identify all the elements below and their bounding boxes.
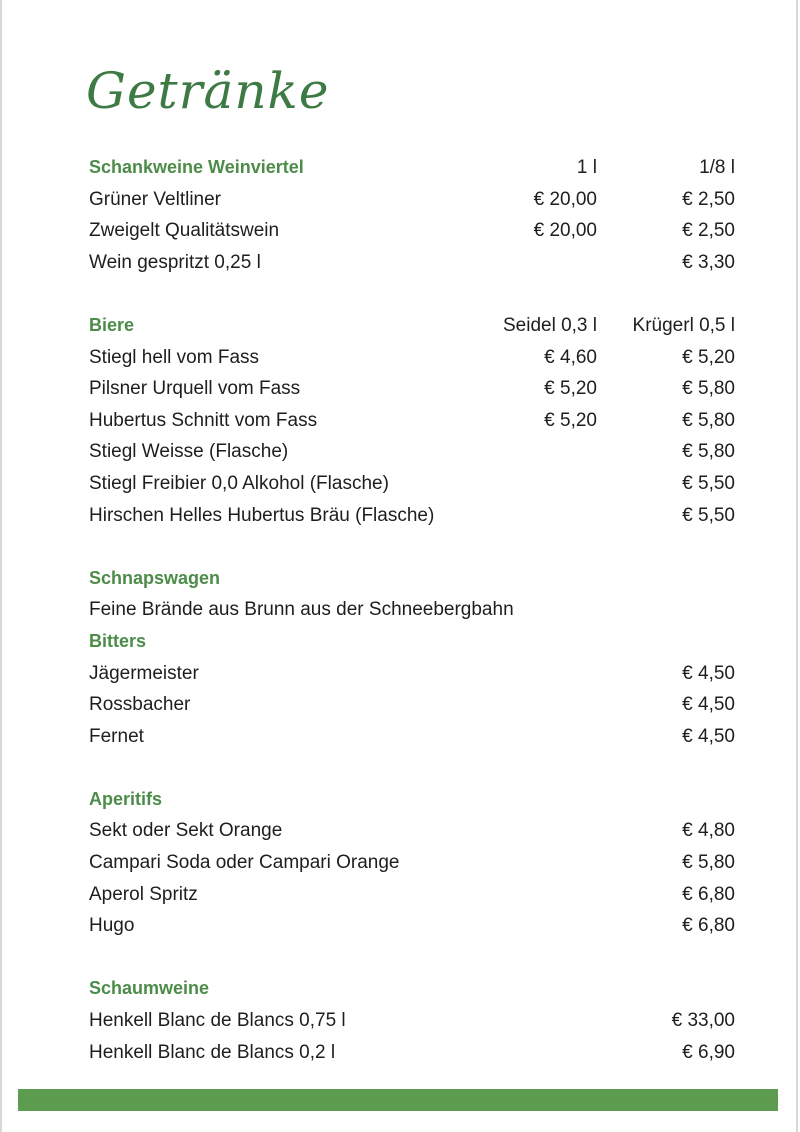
menu-item: Pilsner Urquell vom Fass € 5,20 € 5,80 [0,373,800,405]
section-heading: Biere Seidel 0,3 l Krügerl 0,5 l [0,310,800,342]
menu-item: Fernet € 4,50 [0,721,800,753]
price-col-2: € 6,80 [682,883,735,905]
item-name: Jägermeister [89,662,199,684]
price-col-1: € 4,60 [544,346,597,368]
footer-bar [18,1089,778,1111]
price-col-2: 1/8 l [699,157,735,178]
price-col-2: Krügerl 0,5 l [632,314,735,336]
price-col-2: € 4,50 [682,662,735,684]
page-title: Getränke [86,62,330,120]
price-col-2: € 2,50 [682,220,735,242]
item-name: Grüner Veltliner [89,188,222,210]
item-name: Feine Brände aus Brunn aus der Schneeber… [89,599,514,621]
menu-item: Feine Brände aus Brunn aus der Schneeber… [0,594,800,626]
drinks-menu: Schankweine Weinviertel 1 l 1/8 l Grüner Ve… [0,152,800,1068]
price-col-1: 1 l [576,157,597,178]
menu-item: Wein gespritzt 0,25 l € 3,30 [0,247,800,279]
price-col-2: € 5,50 [682,472,735,494]
menu-item: Stiegl Freibier 0,0 Alkohol (Flasche) € 5… [0,468,800,500]
menu-item: Stiegl hell vom Fass € 4,60 € 5,20 [0,342,800,374]
item-name: Wein gespritzt 0,25 l [89,251,261,273]
item-name: Aperitifs [89,788,163,809]
page-edge-right [796,0,798,1132]
section-heading: Schaumweine [0,973,800,1005]
section-heading: Bitters [0,626,800,658]
page-edge-left [0,0,2,1132]
price-col-2: € 33,00 [671,1010,735,1032]
section-heading: Schnapswagen [0,563,800,595]
item-name: Schaumweine [89,978,210,999]
price-col-1: € 20,00 [533,188,597,210]
price-col-2: € 4,50 [682,725,735,747]
item-name: Schnapswagen [89,567,221,588]
item-name: Hubertus Schnitt vom Fass [89,409,318,431]
menu-item: Jägermeister € 4,50 [0,658,800,690]
menu-item: Zweigelt Qualitätswein € 20,00 € 2,50 [0,215,800,247]
menu-item: Henkell Blanc de Blancs 0,75 l € 33,00 [0,1005,800,1037]
price-col-2: € 2,50 [682,188,735,210]
menu-item: Campari Soda oder Campari Orange € 5,80 [0,847,800,879]
price-col-2: € 5,80 [682,378,735,400]
menu-item: Rossbacher € 4,50 [0,689,800,721]
item-name: Campari Soda oder Campari Orange [89,852,400,874]
spacer [0,752,800,784]
menu-item: Grüner Veltliner € 20,00 € 2,50 [0,184,800,216]
price-col-2: € 6,80 [682,915,735,937]
price-col-2: € 4,80 [682,820,735,842]
spacer [0,942,800,974]
section-heading: Aperitifs [0,784,800,816]
item-name: Henkell Blanc de Blancs 0,2 l [89,1041,336,1063]
item-name: Schankweine Weinviertel [89,157,304,177]
item-name: Zweigelt Qualitätswein [89,220,280,242]
price-col-2: € 5,50 [682,504,735,526]
item-name: Henkell Blanc de Blancs 0,75 l [89,1010,346,1032]
spacer [0,531,800,563]
price-col-2: € 3,30 [682,251,735,273]
price-col-1: € 20,00 [533,220,597,242]
menu-item: Henkell Blanc de Blancs 0,2 l € 6,90 [0,1037,800,1069]
item-name: Stiegl hell vom Fass [89,346,260,368]
item-name: Stiegl Weisse (Flasche) [89,441,289,463]
item-name: Rossbacher [89,694,191,716]
section-heading: Schankweine Weinviertel 1 l 1/8 l [0,152,800,184]
item-name: Sekt oder Sekt Orange [89,820,283,842]
item-name: Bitters [89,630,147,651]
price-col-2: € 6,90 [682,1041,735,1063]
price-col-1: € 5,20 [544,378,597,400]
item-name: Biere [89,314,135,335]
menu-item: Hugo € 6,80 [0,910,800,942]
price-col-2: € 5,20 [682,346,735,368]
price-col-1: Seidel 0,3 l [502,314,597,336]
menu-item: Aperol Spritz € 6,80 [0,879,800,911]
item-name: Fernet [89,725,144,747]
menu-item: Hubertus Schnitt vom Fass € 5,20 € 5,80 [0,405,800,437]
price-col-1: € 5,20 [544,409,597,431]
menu-item: Stiegl Weisse (Flasche) € 5,80 [0,436,800,468]
item-name: Aperol Spritz [89,883,198,905]
price-col-2: € 4,50 [682,694,735,716]
item-name: Stiegl Freibier 0,0 Alkohol (Flasche) [89,472,389,494]
item-name: Hugo [89,915,135,937]
menu-item: Hirschen Helles Hubertus Bräu (Flasche) €… [0,500,800,532]
price-col-2: € 5,80 [682,441,735,463]
item-name: Pilsner Urquell vom Fass [89,378,301,400]
menu-item: Sekt oder Sekt Orange € 4,80 [0,815,800,847]
spacer [0,278,800,310]
item-name: Hirschen Helles Hubertus Bräu (Flasche) [89,504,435,526]
price-col-2: € 5,80 [682,409,735,431]
price-col-2: € 5,80 [682,852,735,874]
